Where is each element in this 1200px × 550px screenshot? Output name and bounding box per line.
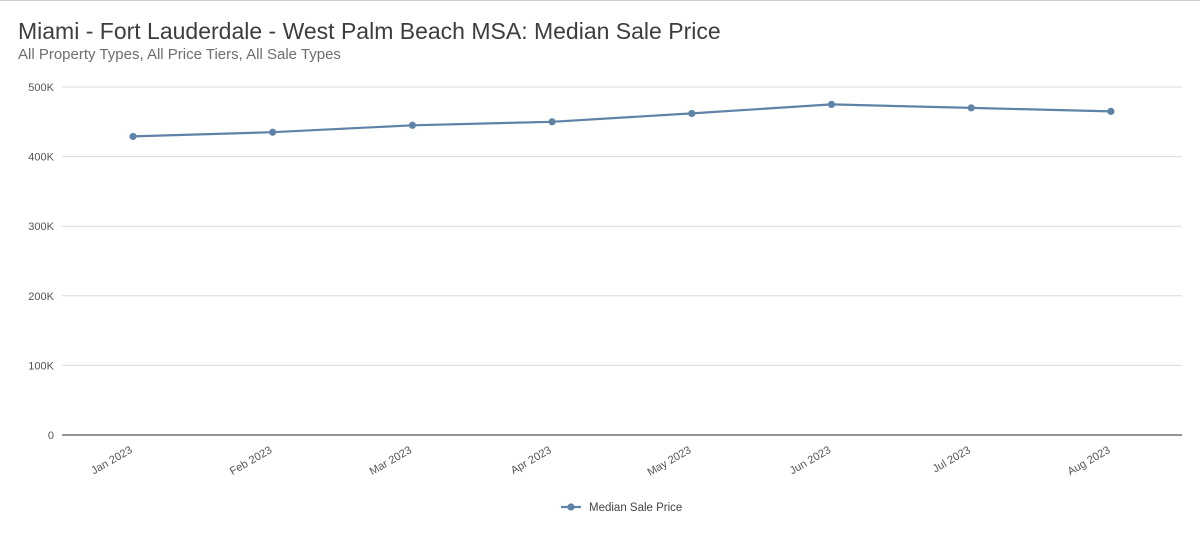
y-tick-label: 100K [28, 360, 54, 372]
data-point [269, 128, 277, 136]
legend-marker [567, 503, 575, 511]
legend-label: Median Sale Price [589, 502, 682, 514]
x-tick-label: Aug 2023 [1066, 444, 1113, 478]
data-point [129, 132, 137, 141]
chart-title: Miami - Fort Lauderdale - West Palm Beac… [18, 18, 721, 44]
x-tick-label: Jun 2023 [788, 444, 833, 477]
x-tick-label: Feb 2023 [228, 444, 274, 478]
y-tick-label: 0 [48, 430, 54, 442]
y-tick-label: 200K [28, 291, 54, 303]
top-rule [0, 0, 1200, 1]
y-tick-label: 500K [28, 82, 54, 94]
x-tick-label: Jul 2023 [931, 444, 973, 475]
y-tick-label: 300K [28, 221, 54, 233]
data-point [408, 121, 416, 129]
x-tick-label: May 2023 [645, 444, 693, 479]
x-tick-label: Jan 2023 [89, 444, 134, 477]
x-tick-label: Apr 2023 [509, 444, 554, 477]
data-point [967, 104, 975, 112]
data-point [548, 118, 556, 126]
y-tick-label: 400K [28, 152, 54, 164]
data-point [1107, 107, 1115, 115]
series-line [132, 103, 1111, 138]
data-point [827, 100, 836, 108]
x-tick-label: Mar 2023 [368, 444, 414, 478]
chart-subtitle: All Property Types, All Price Tiers, All… [18, 46, 341, 63]
data-point [688, 109, 696, 118]
